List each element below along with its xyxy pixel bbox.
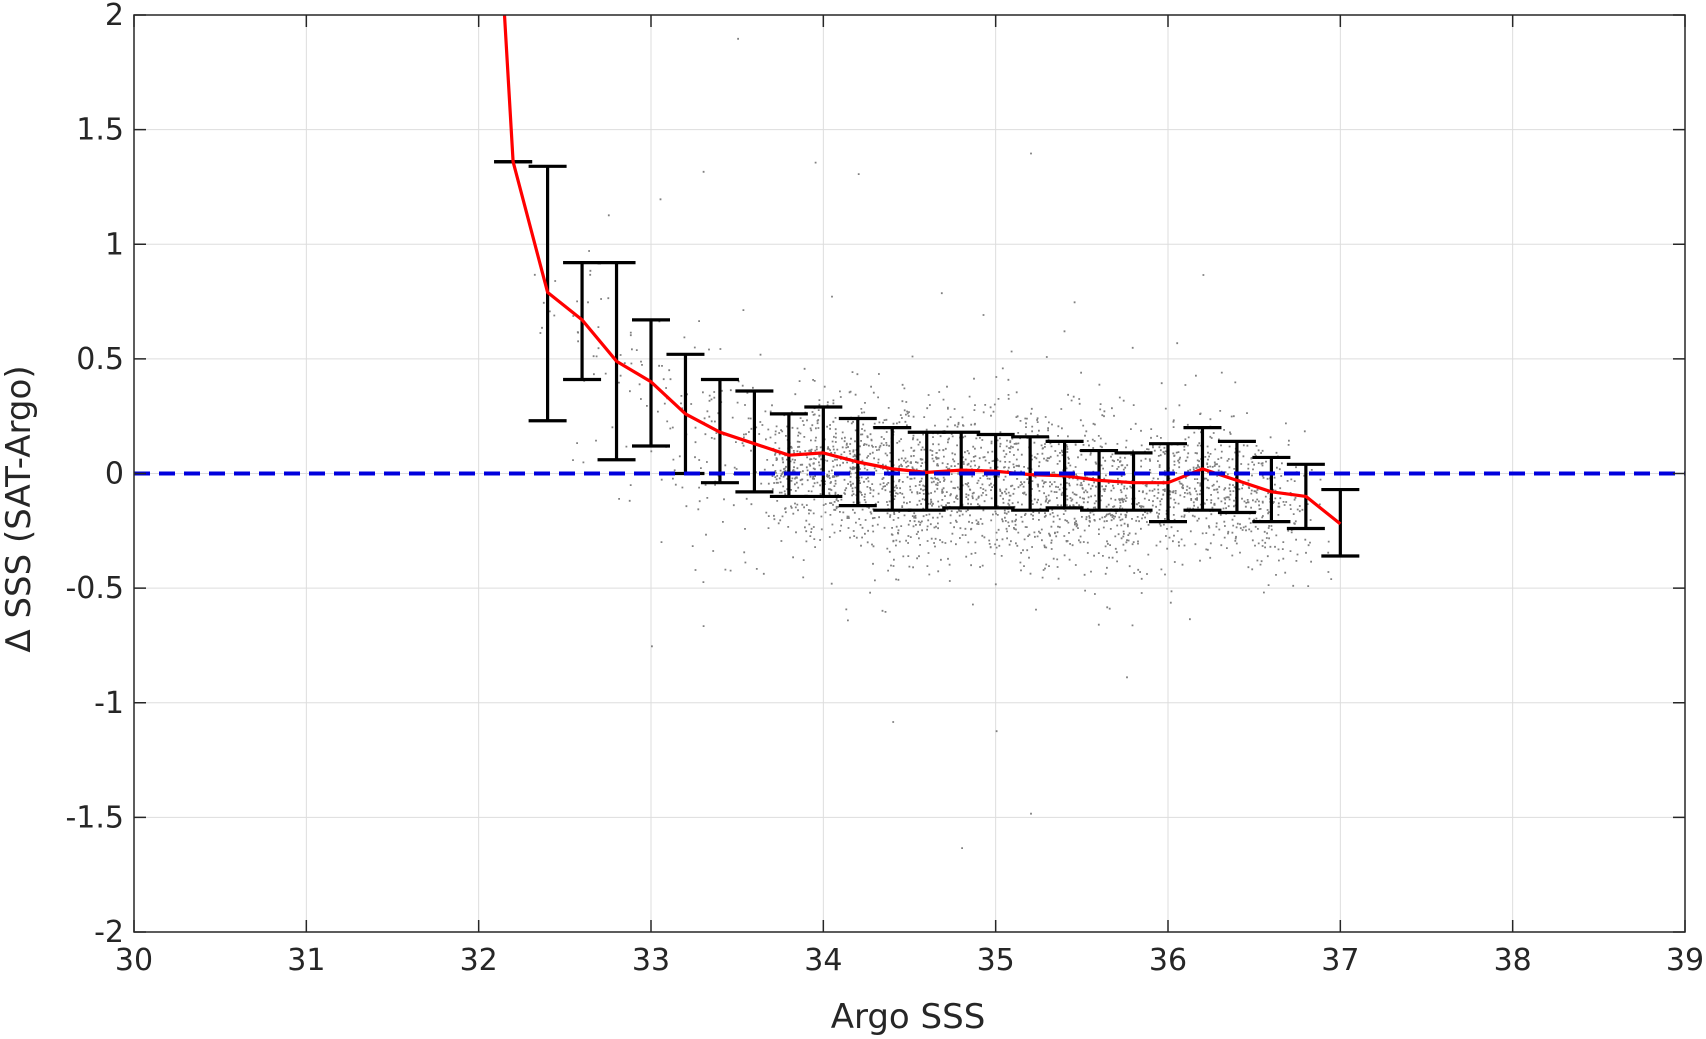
x-tick-label: 34 [804,943,842,978]
x-tick-label: 36 [1149,943,1187,978]
error-bar [1217,439,1256,515]
axes [133,14,1686,933]
y-tick-label: 0 [105,457,124,492]
x-tick-label: 39 [1666,943,1704,978]
y-tick-label: -2 [94,915,124,950]
y-tick-label: 0.5 [76,342,124,377]
x-tick-label: 38 [1494,943,1532,978]
scatter-points [533,37,1333,849]
x-tick-label: 37 [1321,943,1359,978]
y-axis-label: Δ SSS (SAT-Argo) [0,365,39,652]
x-tick-label: 32 [460,943,498,978]
x-tick-label: 33 [632,943,670,978]
mean-line [502,14,1342,526]
y-tick-label: -1 [94,686,124,721]
y-tick-label: 1 [105,227,124,262]
x-tick-label: 35 [977,943,1015,978]
scatter-cloud [533,37,1333,849]
error-bar [1252,455,1291,524]
y-tick-labels: -2 -1.5 -1 -0.5 0 0.5 1 1.5 2 [65,0,124,950]
y-tick-label: 1.5 [76,113,124,148]
y-tick-label: -1.5 [65,800,124,835]
x-tick-label: 30 [115,943,153,978]
mean-line-group [502,14,1342,526]
x-tick-label: 31 [287,943,325,978]
error-bar [735,389,774,494]
x-tick-labels: 30 31 32 33 34 35 36 37 38 39 [115,943,1704,978]
y-tick-label: -0.5 [65,571,124,606]
x-axis-label: Argo SSS [831,997,986,1037]
y-tick-label: 2 [105,0,124,33]
